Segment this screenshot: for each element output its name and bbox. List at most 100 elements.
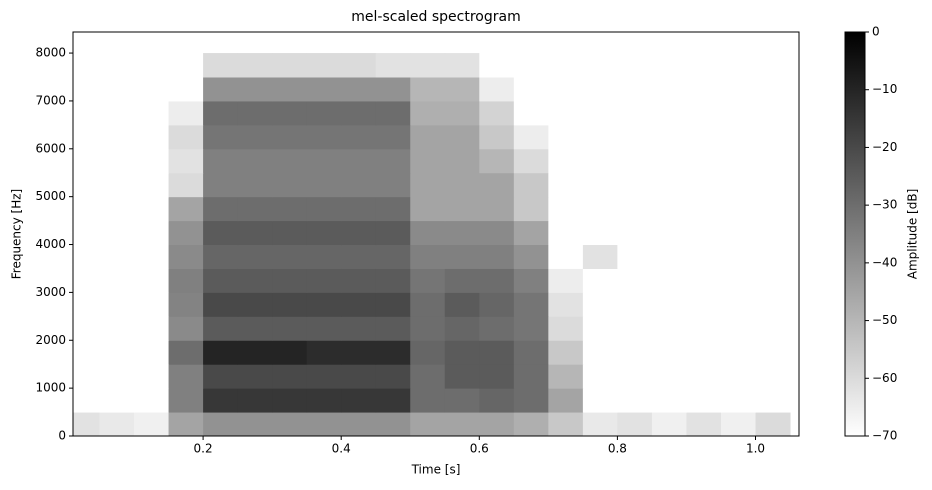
heatmap-cell — [479, 172, 515, 198]
heatmap-cell — [375, 292, 411, 317]
heatmap-cell — [99, 220, 135, 246]
heatmap-cell — [73, 196, 101, 222]
heatmap-cell — [617, 364, 653, 389]
heatmap-cell — [720, 244, 756, 269]
heatmap-cell — [341, 412, 377, 436]
heatmap-cell — [237, 172, 273, 198]
heatmap-cell — [479, 412, 515, 436]
heatmap-cell — [617, 268, 653, 293]
x-tick-label: 0.8 — [608, 442, 627, 456]
heatmap-cell — [272, 196, 308, 222]
heatmap-cell — [720, 196, 756, 222]
heatmap-cell — [306, 268, 342, 293]
heatmap-cell — [237, 76, 273, 102]
heatmap-cell — [375, 244, 411, 269]
colorbar-tick-label: −30 — [872, 198, 897, 212]
heatmap-cell — [410, 268, 446, 293]
heatmap-cell — [582, 76, 618, 102]
heatmap-cell — [582, 196, 618, 222]
heatmap-cell — [582, 412, 618, 436]
heatmap-cell — [410, 124, 446, 150]
heatmap-cell — [341, 53, 377, 78]
heatmap-cell — [168, 340, 204, 365]
heatmap-cell — [651, 100, 687, 126]
heatmap-cell — [99, 172, 135, 198]
heatmap-cell — [272, 76, 308, 102]
heatmap-cell — [375, 196, 411, 222]
heatmap-cell — [444, 172, 480, 198]
heatmap-cell — [479, 268, 515, 293]
heatmap-cell — [479, 53, 515, 78]
heatmap-cell — [134, 124, 170, 150]
heatmap-cell — [73, 316, 101, 341]
heatmap-cell — [375, 388, 411, 413]
heatmap-cell — [134, 292, 170, 317]
heatmap-cell — [513, 268, 549, 293]
heatmap-cell — [237, 148, 273, 174]
heatmap-cell — [617, 196, 653, 222]
heatmap-cell — [755, 76, 791, 102]
y-tick-label: 6000 — [35, 141, 66, 155]
heatmap-cell — [617, 316, 653, 341]
heatmap-cell — [651, 316, 687, 341]
heatmap-cell — [203, 100, 239, 126]
heatmap-cell — [444, 364, 480, 389]
heatmap-cell — [237, 292, 273, 317]
heatmap-cell — [720, 220, 756, 246]
heatmap-cell — [410, 196, 446, 222]
heatmap-cell — [375, 340, 411, 365]
heatmap-cell — [582, 124, 618, 150]
heatmap-cell — [479, 292, 515, 317]
y-tick-label: 8000 — [35, 46, 66, 60]
heatmap-cell — [479, 124, 515, 150]
colorbar-label: Amplitude [dB] — [906, 189, 920, 280]
heatmap-cell — [99, 316, 135, 341]
heatmap-cell — [755, 172, 791, 198]
heatmap-cell — [134, 220, 170, 246]
heatmap-cell — [203, 340, 239, 365]
heatmap-cell — [513, 412, 549, 436]
heatmap-cell — [651, 388, 687, 413]
heatmap-cell — [720, 412, 756, 436]
heatmap-cell — [375, 76, 411, 102]
heatmap-cell — [73, 148, 101, 174]
heatmap-cell — [755, 340, 791, 365]
heatmap-cell — [617, 292, 653, 317]
heatmap-cell — [168, 364, 204, 389]
heatmap-cell — [582, 316, 618, 341]
heatmap-cell — [617, 412, 653, 436]
heatmap-cell — [375, 412, 411, 436]
heatmap-cell — [651, 148, 687, 174]
heatmap-cell — [686, 364, 722, 389]
heatmap-cell — [479, 340, 515, 365]
heatmap-cell — [99, 244, 135, 269]
heatmap-cell — [375, 53, 411, 78]
heatmap-cell — [99, 340, 135, 365]
heatmap-cell — [375, 172, 411, 198]
heatmap-cell — [99, 100, 135, 126]
y-tick-label: 3000 — [35, 285, 66, 299]
heatmap-cell — [168, 244, 204, 269]
heatmap-cell — [444, 268, 480, 293]
heatmap-cell — [134, 388, 170, 413]
heatmap-cell — [168, 100, 204, 126]
heatmap-cell — [341, 388, 377, 413]
heatmap-cell — [272, 148, 308, 174]
heatmap-cell — [134, 364, 170, 389]
heatmap-cell — [720, 124, 756, 150]
heatmap-cell — [272, 412, 308, 436]
heatmap-cell — [617, 388, 653, 413]
heatmap-cell — [341, 340, 377, 365]
heatmap-cell — [582, 388, 618, 413]
heatmap-cell — [479, 316, 515, 341]
heatmap-cell — [306, 316, 342, 341]
heatmap-cell — [99, 364, 135, 389]
heatmap-cell — [237, 220, 273, 246]
heatmap-cell — [444, 100, 480, 126]
heatmap-cell — [272, 340, 308, 365]
heatmap-cell — [479, 76, 515, 102]
heatmap-cell — [720, 340, 756, 365]
heatmap-cell — [375, 148, 411, 174]
x-tick-label: 1.0 — [746, 442, 765, 456]
